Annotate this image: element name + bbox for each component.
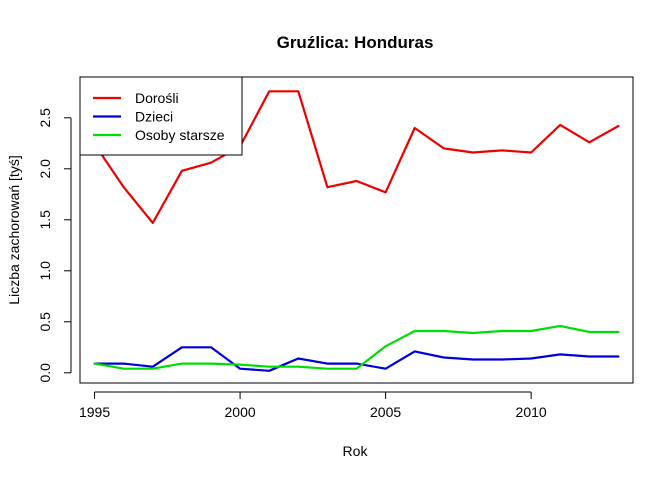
legend: Dorośli Dzieci Osoby starsze [79,76,243,156]
legend-label: Dzieci [135,109,173,125]
y-tick-label: 0.0 [37,363,53,383]
x-tick-label: 2010 [516,404,547,420]
y-tick-label: 1.5 [37,210,53,230]
series-line-3 [93,324,620,370]
y-axis-label: Liczba zachorowań [tyś] [6,155,22,304]
y-tick-label: 1.0 [37,261,53,281]
plot-lines [93,90,620,372]
y-tick-label: 2.5 [37,108,53,128]
y-axis: 0.0 0.5 1.0 1.5 2.0 2.5 [37,108,72,383]
x-axis-label: Rok [343,443,369,459]
series-line-2 [93,346,620,372]
x-tick-label: 2000 [225,404,256,420]
series-line-1 [93,90,620,224]
x-tick-label: 2005 [370,404,401,420]
y-tick-label: 2.0 [37,159,53,179]
legend-label: Dorośli [135,90,179,106]
chart-title: Gruźlica: Honduras [277,33,434,52]
plot-frame [79,76,634,384]
legend-label: Osoby starsze [135,127,225,143]
x-tick-label: 1995 [79,404,110,420]
x-axis: 1995 2000 2005 2010 [79,391,547,420]
y-tick-label: 0.5 [37,312,53,332]
